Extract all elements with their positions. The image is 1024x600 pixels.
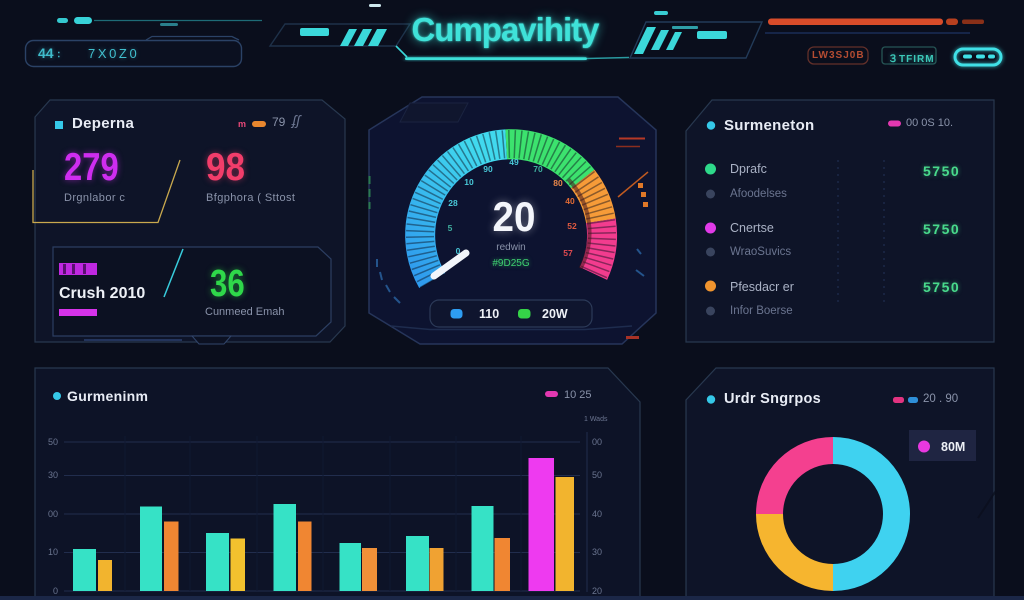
svg-text:90: 90 — [483, 164, 493, 174]
svg-text:80: 80 — [553, 178, 563, 188]
svg-text:28: 28 — [448, 198, 458, 208]
svg-text:49: 49 — [509, 157, 519, 167]
svg-text:52: 52 — [567, 221, 577, 231]
svg-text:70: 70 — [533, 164, 543, 174]
svg-text:10: 10 — [464, 177, 474, 187]
svg-text:5: 5 — [448, 223, 453, 233]
svg-text:0: 0 — [456, 246, 461, 256]
svg-text:40: 40 — [565, 196, 575, 206]
svg-text:57: 57 — [563, 248, 573, 258]
